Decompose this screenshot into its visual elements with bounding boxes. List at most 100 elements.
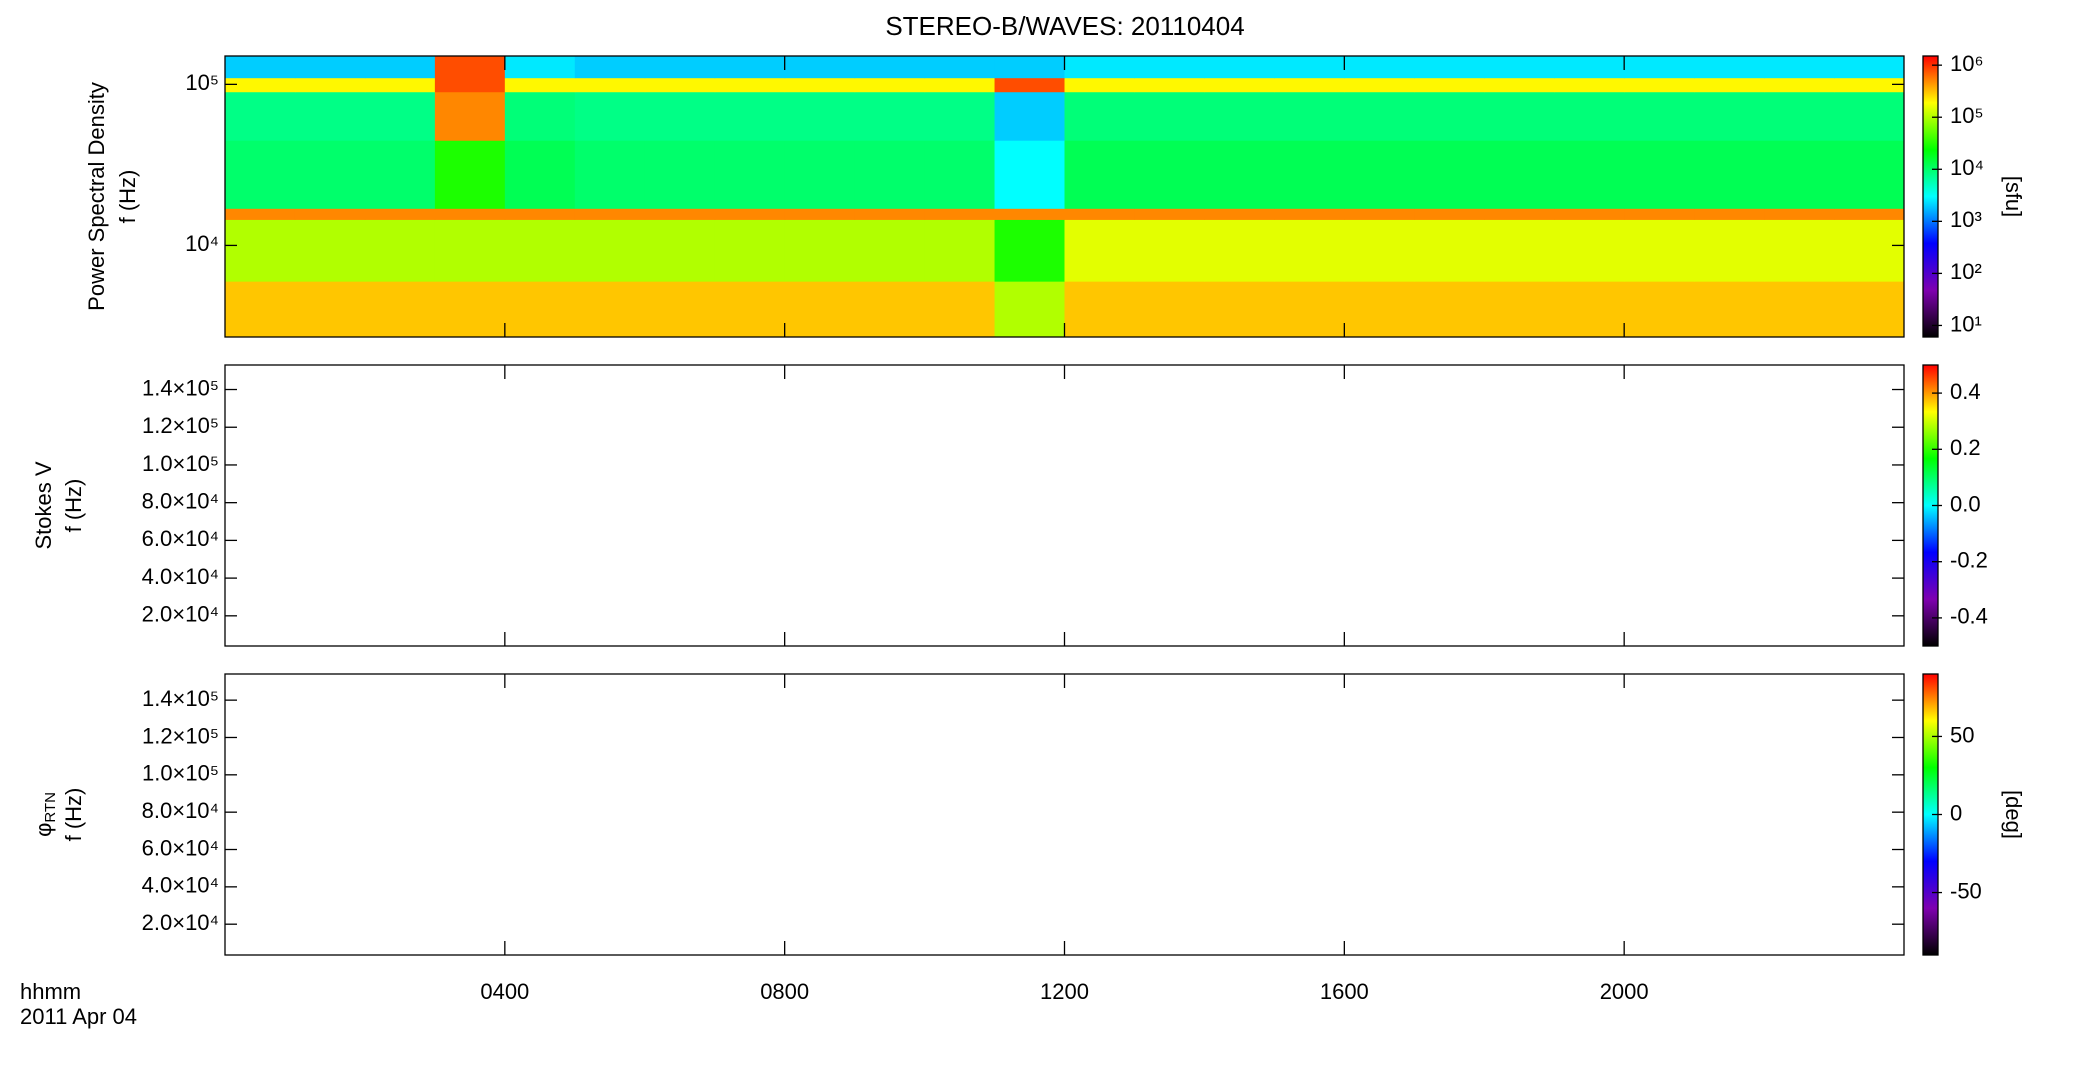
spectrogram-cell: [994, 77, 1065, 93]
spectrogram-cell: [784, 208, 856, 220]
colorbar-tick-label: 10⁶: [1950, 51, 1984, 76]
spectrogram-cell: [644, 56, 716, 79]
spectrogram-cell: [1414, 77, 1485, 93]
spectrogram-cell: [1414, 281, 1485, 338]
spectrogram-cell: [924, 219, 996, 282]
spectrogram-cell: [1204, 219, 1275, 282]
spectrogram-cell: [644, 91, 716, 141]
spectrogram-cell: [1624, 208, 1695, 220]
spectrogram-cell: [364, 56, 436, 79]
y-tick-label: 10⁵: [185, 70, 219, 95]
spectrogram-cell: [714, 219, 786, 282]
x-tick-label: 1200: [1040, 979, 1089, 1004]
spectrogram-cell: [1274, 281, 1345, 338]
spectrogram-cell: [1484, 219, 1555, 282]
spectrogram-cell: [574, 219, 646, 282]
spectrogram-cell: [1274, 77, 1345, 93]
y-axis-label: f (Hz): [61, 788, 86, 842]
colorbar-label: [deg]: [2001, 790, 2026, 839]
spectrogram-cell: [225, 77, 296, 93]
spectrogram-cell: [434, 56, 506, 79]
spectrogram-cell: [1344, 208, 1415, 220]
spectrogram-cell: [504, 219, 576, 282]
y-tick-label: 10⁴: [185, 231, 219, 256]
spectrogram-cell: [1764, 208, 1835, 220]
spectrogram-cell: [644, 281, 716, 338]
spectrogram-cell: [1624, 56, 1695, 79]
spectrogram-cell: [225, 91, 296, 141]
spectrogram-cell: [1064, 91, 1135, 141]
spectrogram-cell: [1414, 91, 1485, 141]
spectrogram-cell: [434, 140, 506, 209]
spectrogram-cell: [225, 281, 296, 338]
colorbar-tick-label: 10¹: [1950, 311, 1982, 336]
spectrogram-cell: [574, 281, 646, 338]
x-tick-label: 1600: [1320, 979, 1369, 1004]
spectrogram-cell: [644, 219, 716, 282]
spectrogram-cell: [924, 91, 996, 141]
spectrogram-cell: [1204, 56, 1275, 79]
spectrogram-cell: [644, 77, 716, 93]
spectrogram-cell: [784, 281, 856, 338]
y-axis-label: f (Hz): [61, 479, 86, 533]
spectrogram-cell: [1694, 91, 1765, 141]
spectrogram-cell: [1694, 208, 1765, 220]
y-tick-label: 6.0×10⁴: [142, 526, 219, 551]
spectrogram-cell: [1694, 219, 1765, 282]
spectrogram-cell: [434, 281, 506, 338]
spectrogram-cell: [504, 56, 576, 79]
spectrogram-cell: [1484, 56, 1555, 79]
x-tick-label: 0400: [480, 979, 529, 1004]
spectrogram-cell: [1414, 56, 1485, 79]
spectrogram-cell: [1624, 281, 1695, 338]
spectrogram-cell: [1134, 219, 1205, 282]
spectrogram-cell: [434, 219, 506, 282]
y-axis-label: φRTN: [31, 792, 59, 837]
spectrogram-cell: [994, 219, 1065, 282]
spectrogram-cell: [1344, 77, 1415, 93]
spectrogram-cell: [1764, 219, 1835, 282]
spectrogram-cell: [1064, 208, 1135, 220]
spectrogram-cell: [714, 208, 786, 220]
spectrogram-cell: [1834, 140, 1905, 209]
spectrogram-cell: [294, 140, 366, 209]
spectrogram-cell: [994, 56, 1065, 79]
spectrogram-cell: [1484, 208, 1555, 220]
x-axis-label: hhmm: [20, 979, 81, 1004]
spectrogram-cell: [225, 56, 296, 79]
colorbar-tick-label: 10⁴: [1950, 155, 1984, 180]
y-tick-label: 4.0×10⁴: [142, 564, 219, 589]
spectrogram-cell: [1834, 91, 1905, 141]
spectrogram-cell: [574, 56, 646, 79]
spectrogram-cell: [1414, 140, 1485, 209]
y-tick-label: 8.0×10⁴: [142, 798, 219, 823]
spectrogram-cell: [1134, 140, 1205, 209]
spectrogram-cell: [714, 91, 786, 141]
colorbar-tick-label: 0.0: [1950, 491, 1981, 516]
spectrogram-cell: [1134, 91, 1205, 141]
spectrogram-cell: [644, 140, 716, 209]
y-axis-label: Stokes V: [31, 461, 56, 549]
spectrogram-cell: [714, 77, 786, 93]
spectrogram-cell: [1764, 281, 1835, 338]
spectrogram-cell: [294, 77, 366, 93]
spectrogram-cell: [1344, 56, 1415, 79]
chart-title: STEREO-B/WAVES: 20110404: [885, 11, 1244, 41]
spectrogram-cell: [364, 281, 436, 338]
spectrogram-cell: [574, 208, 646, 220]
spectrogram-cell: [1554, 91, 1625, 141]
y-tick-label: 1.4×10⁵: [142, 686, 219, 711]
colorbar-tick-label: 10³: [1950, 207, 1982, 232]
spectrogram-cell: [1344, 219, 1415, 282]
spectrogram-cell: [1064, 140, 1135, 209]
spectrogram-cell: [784, 219, 856, 282]
spectrogram-cell: [1204, 281, 1275, 338]
spectrogram-cell: [714, 56, 786, 79]
spectrogram-cell: [854, 208, 926, 220]
spectrogram-cell: [1624, 219, 1695, 282]
spectrogram-cell: [1064, 219, 1135, 282]
spectrogram-cell: [1274, 219, 1345, 282]
spectrogram-cell: [994, 140, 1065, 209]
spectrogram-cell: [924, 140, 996, 209]
